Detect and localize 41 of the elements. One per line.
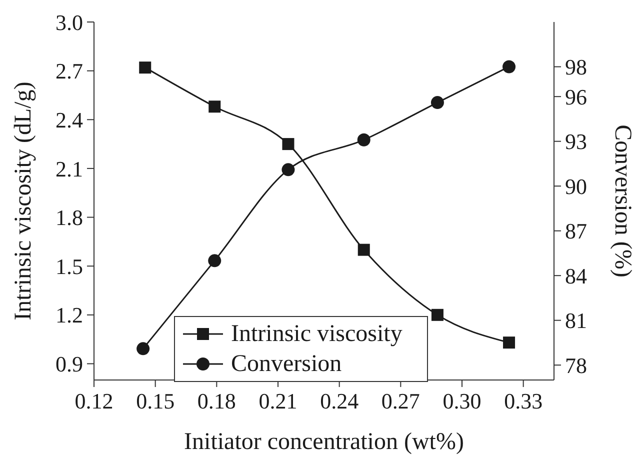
point	[431, 308, 444, 321]
y2-tick-label: 93	[565, 129, 587, 154]
y2-tick-label: 84	[565, 263, 587, 288]
y-tick-label: 2.4	[56, 107, 83, 132]
point	[430, 96, 444, 110]
point	[282, 163, 295, 176]
y-tick-label: 0.9	[56, 352, 83, 377]
y-tick-label: 2.1	[56, 156, 83, 182]
x-tick-label: 0.27	[381, 388, 420, 414]
x-tick-label: 0.30	[442, 388, 482, 414]
y2-tick-label: 81	[565, 308, 587, 334]
legend-label: Intrinsic viscosity	[231, 320, 402, 348]
y2-tick-label: 96	[565, 84, 587, 110]
point	[358, 244, 370, 256]
x-tick-label: 0.18	[197, 388, 236, 414]
y-tick-label: 2.7	[56, 58, 83, 84]
point	[502, 60, 516, 74]
y2-tick-label: 98	[565, 54, 587, 80]
y2-tick-label: 87	[565, 218, 587, 244]
y-tick-label: 3.0	[56, 10, 83, 35]
x-tick-label: 0.15	[136, 388, 175, 414]
point	[282, 138, 294, 150]
x-tick-label: 0.12	[74, 388, 114, 414]
point	[139, 62, 152, 74]
y-tick-label: 1.8	[56, 205, 83, 230]
y2-tick-label: 78	[565, 352, 587, 378]
y-tick-label: 1.2	[56, 302, 83, 328]
point	[208, 254, 222, 268]
x-axis-title: Initiator concentration (wt%)	[184, 429, 464, 455]
y2-axis-title: Conversion (%)	[609, 124, 636, 278]
point	[357, 133, 370, 146]
point	[208, 100, 221, 113]
point	[503, 336, 516, 349]
x-tick-label: 0.33	[504, 388, 543, 414]
y2-tick-label: 90	[565, 174, 587, 199]
point	[136, 342, 150, 356]
x-tick-label: 0.21	[258, 388, 298, 414]
y-tick-label: 1.5	[56, 254, 83, 279]
y-axis-title: Intrinsic viscosity (dL/g)	[10, 82, 37, 320]
x-tick-label: 0.24	[320, 388, 359, 414]
legend-label: Conversion	[231, 350, 342, 378]
